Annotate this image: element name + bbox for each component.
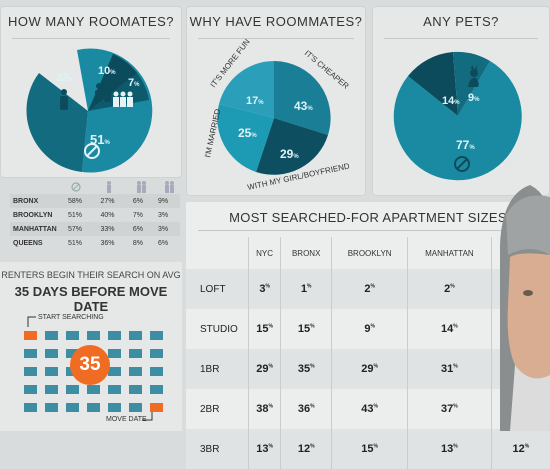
roommates-pct-7: 7% [128,77,140,89]
calendar-day [45,367,58,376]
why-pct-29: 29% [280,147,299,161]
roommates-table: BRONX 58% 27% 6% 9% BROOKLYN 51% 40% 7% 3% MANHA… [10,194,180,250]
group-icon [165,181,174,193]
why-slice-17 [219,61,274,118]
why-slice-43 [274,61,331,135]
cat-icon [468,65,479,87]
calendar-day [129,331,142,340]
why-pie: 43% 29% 25% 17% IT'S CHEAPER WITH MY GIR… [203,37,351,192]
roommates-pie: 32% 10% 7% 51% [26,48,153,173]
calendar-day [87,403,100,412]
days-badge: 35 [70,345,110,385]
calendar-day [108,367,121,376]
roommates-pct-51: 51% [90,132,110,147]
why-slice-25 [217,104,274,172]
calendar-day [129,403,142,412]
roommates-slice-32 [26,73,88,172]
renters-line2: 35 DAYS BEFORE MOVE DATE [14,284,168,314]
why-pct-17: 17% [246,95,264,107]
calendar-day [108,403,121,412]
end-label: MOVE DATE [106,416,147,423]
calendar-day [150,367,163,376]
start-arrow-icon [27,316,36,327]
col-header: MANHATTAN [407,237,492,269]
calendar-day [150,385,163,394]
pets-pie: 14% 9% 77% [393,51,522,181]
calendar-day [66,403,79,412]
pets-slice-77 [393,61,522,181]
calendar-day [24,331,37,340]
calendar-day [108,331,121,340]
pets-pct-77: 77% [456,138,475,152]
person-icon [107,181,111,193]
pets-pct-9: 9% [468,92,480,104]
col-header: BROOKLYN [331,237,408,269]
why-pct-43: 43% [294,99,313,113]
table-row: QUEENS 51% 36% 8% 6% [13,239,169,247]
pets-pct-14: 14% [442,95,460,107]
table-row: BRONX 58% 27% 6% 9% [10,194,180,208]
renters-line1: RENTERS BEGIN THEIR SEARCH ON AVG [1,270,181,280]
why-panel: WHY HAVE ROOMMATES? 43% 29% 25% 17% IT'S… [186,6,366,196]
dog-icon [436,70,453,87]
calendar-day [24,367,37,376]
table-row: 3BR 13% 12% 15% 13% 12% [186,429,550,469]
why-slice-29 [256,118,328,175]
pets-title: ANY PETS? [372,14,550,39]
calendar-day [87,385,100,394]
calendar-day [129,349,142,358]
calendar-day [108,349,121,358]
calendar-day [87,331,100,340]
table-row: MANHATTAN 57% 33% 6% 3% [10,222,180,236]
table-row: BROOKLYN 51% 40% 7% 3% [13,211,169,219]
col-header: BRONX [280,237,332,269]
calendar-day [24,349,37,358]
table-header: NYC BRONX BROOKLYN MANHATTAN QUEENS [186,237,550,269]
calendar-day [24,385,37,394]
calendar-day [66,331,79,340]
calendar-day [45,349,58,358]
pets-panel: ANY PETS? 14% 9% 77% [372,6,550,196]
roommates-title: HOW MANY ROOMATES? [0,14,182,39]
calendar-day [150,331,163,340]
col-header: NYC [247,237,281,269]
why-pct-25: 25% [238,126,257,140]
person-photo [500,185,550,431]
start-label: START SEARCHING [38,314,104,321]
group-icon [113,91,133,107]
end-arrow-icon [142,408,153,421]
two-people-icon [137,181,146,193]
why-title: WHY HAVE ROOMMATES? [186,14,366,39]
roommates-pct-32: 32% [56,72,74,84]
calendar-day [150,349,163,358]
pets-slice-14 [408,52,458,116]
calendar-day [66,385,79,394]
calendar-day [45,331,58,340]
two-people-icon [95,83,111,102]
calendar-day [45,385,58,394]
apartment-table: NYC BRONX BROOKLYN MANHATTAN QUEENS LOFT… [186,237,550,469]
calendar-day [108,385,121,394]
person-icon [60,89,68,110]
apartment-panel: MOST SEARCHED-FOR APARTMENT SIZES NYC BR… [186,202,550,469]
calendar-day [45,403,58,412]
apartment-title: MOST SEARCHED-FOR APARTMENT SIZES [229,210,507,225]
roommates-panel: HOW MANY ROOMATES? 32% 10% 7% 51% [0,6,182,178]
calendar-day [150,403,163,412]
none-icon [71,182,81,192]
roommates-pct-10: 10% [98,65,116,77]
calendar-day [129,367,142,376]
calendar-day [129,385,142,394]
roommates-table-icons [71,181,174,193]
calendar-day [24,403,37,412]
